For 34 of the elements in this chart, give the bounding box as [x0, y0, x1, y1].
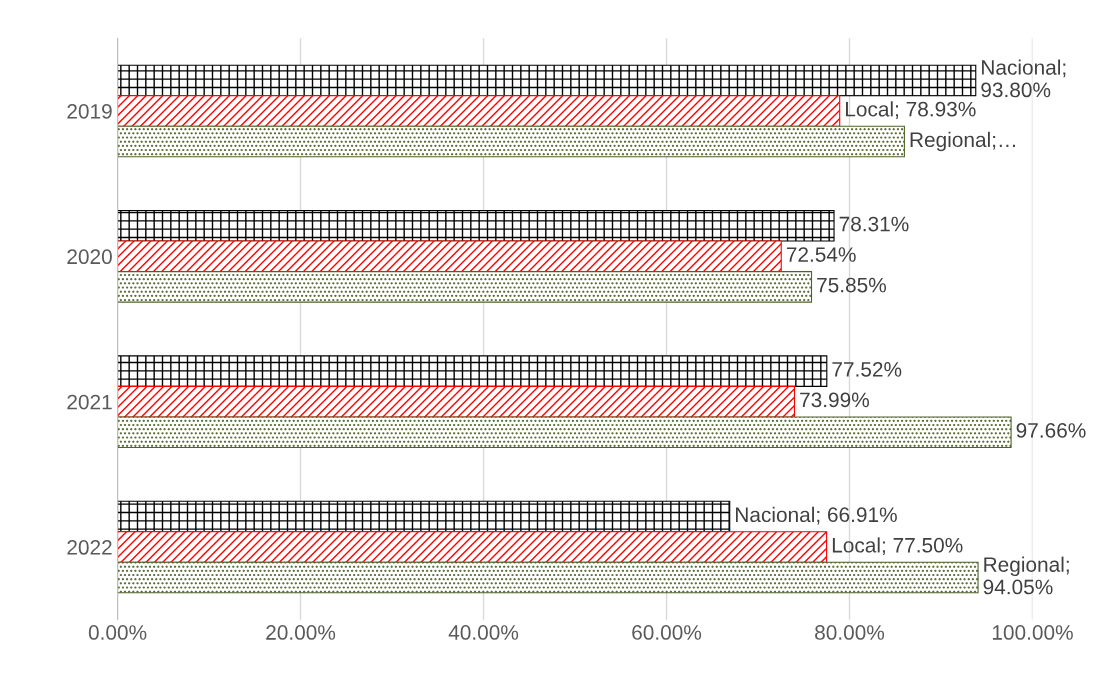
bar — [117, 385, 796, 418]
bar — [117, 209, 835, 242]
x-tick-label: 20.00% — [266, 625, 336, 640]
x-tick-label: 60.00% — [632, 625, 702, 640]
y-tick-label: 2021 — [67, 394, 112, 410]
bar — [117, 355, 828, 387]
bar — [117, 561, 979, 594]
bar — [117, 531, 828, 563]
data-label: 97.66% — [1016, 423, 1086, 438]
data-label: Regional; 94.05% — [983, 556, 1069, 595]
data-label: 75.85% — [817, 277, 887, 293]
x-tick-label: 80.00% — [815, 625, 885, 640]
data-label: Nacional; 66.91% — [736, 506, 897, 525]
data-label: 77.52% — [832, 362, 902, 377]
y-tick-label: 2020 — [67, 249, 112, 265]
x-tick-label: 0.00% — [88, 625, 147, 640]
data-label: 73.99% — [800, 392, 869, 408]
y-tick-label: 2019 — [67, 103, 112, 119]
bar — [117, 95, 841, 127]
data-label: 72.54% — [786, 247, 856, 262]
data-label: 78.31% — [839, 216, 909, 232]
bar — [117, 240, 782, 273]
data-label: Nacional; 93.80% — [981, 59, 1066, 98]
data-label: Regional;… — [910, 131, 1015, 152]
data-label: Local; 77.50% — [832, 537, 963, 556]
x-tick-label: 40.00% — [448, 625, 519, 640]
bar — [117, 271, 813, 303]
bar — [117, 416, 1012, 449]
x-tick-label: 100.00% — [992, 625, 1073, 640]
bar — [117, 64, 977, 97]
bar — [117, 500, 731, 533]
bar — [117, 125, 905, 158]
data-label: Local; 78.93% — [845, 101, 976, 120]
y-tick-label: 2022 — [67, 540, 112, 555]
